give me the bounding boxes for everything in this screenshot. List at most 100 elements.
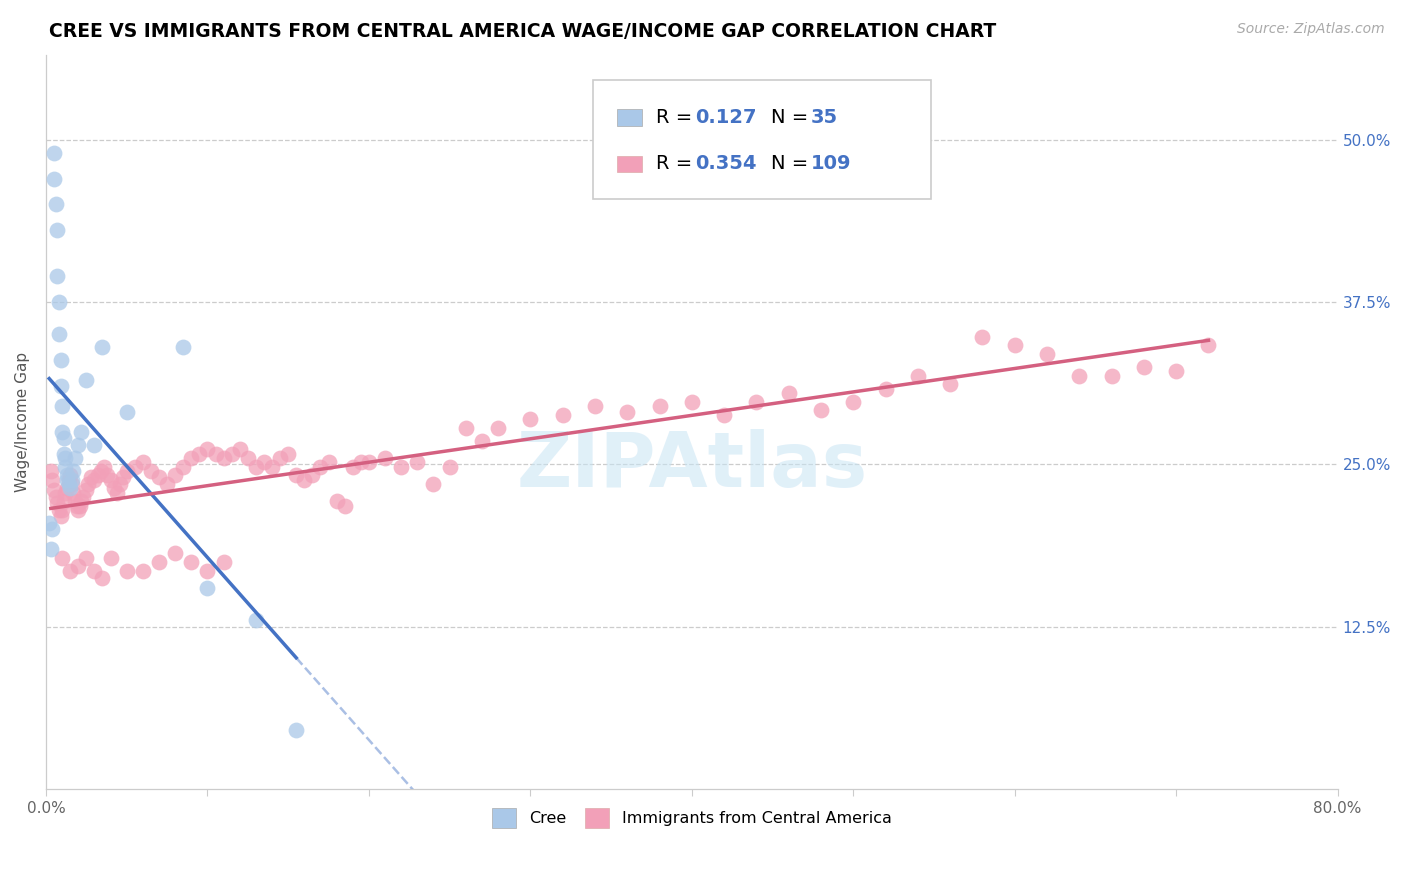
Text: Source: ZipAtlas.com: Source: ZipAtlas.com xyxy=(1237,22,1385,37)
Y-axis label: Wage/Income Gap: Wage/Income Gap xyxy=(15,352,30,492)
Text: 0.127: 0.127 xyxy=(696,108,756,127)
Point xyxy=(46,496,69,510)
Point xyxy=(52,447,75,461)
Point xyxy=(41,473,63,487)
Point xyxy=(45,197,67,211)
Point xyxy=(374,450,396,465)
Point xyxy=(745,395,768,409)
Point xyxy=(422,476,444,491)
Point xyxy=(103,481,125,495)
Text: 35: 35 xyxy=(810,108,838,127)
Point xyxy=(42,483,65,498)
Point xyxy=(253,455,276,469)
Point xyxy=(49,509,72,524)
Point xyxy=(1133,359,1156,374)
Point xyxy=(221,447,243,461)
Point xyxy=(471,434,494,448)
Point xyxy=(46,268,69,283)
Point xyxy=(63,493,86,508)
Point xyxy=(551,408,574,422)
Point xyxy=(42,171,65,186)
Point xyxy=(59,481,82,495)
Point xyxy=(285,723,308,738)
Point xyxy=(165,545,187,559)
Point xyxy=(42,145,65,160)
Point xyxy=(56,473,79,487)
Point xyxy=(325,493,347,508)
Point xyxy=(172,340,194,354)
Point xyxy=(91,340,114,354)
Point xyxy=(139,464,162,478)
Point xyxy=(228,442,250,456)
Point xyxy=(389,459,412,474)
Point xyxy=(49,353,72,368)
Point xyxy=(115,564,138,578)
Point xyxy=(80,470,103,484)
Point xyxy=(212,450,235,465)
Point xyxy=(62,485,84,500)
Point xyxy=(972,330,994,344)
Point xyxy=(112,470,135,484)
Point xyxy=(59,467,82,482)
Text: R =: R = xyxy=(655,154,699,173)
Point xyxy=(1069,368,1091,383)
Point xyxy=(486,421,509,435)
Point xyxy=(63,450,86,465)
Point xyxy=(51,425,73,439)
Point xyxy=(236,450,259,465)
Point xyxy=(292,473,315,487)
Point xyxy=(519,411,541,425)
Text: ZIPAtlas: ZIPAtlas xyxy=(516,429,868,503)
Point xyxy=(309,459,332,474)
Point xyxy=(260,459,283,474)
Point xyxy=(53,450,76,465)
Point xyxy=(51,502,73,516)
Point xyxy=(197,564,219,578)
Point xyxy=(1004,337,1026,351)
Point xyxy=(148,470,170,484)
Point xyxy=(1166,364,1188,378)
Point xyxy=(39,541,62,556)
Point xyxy=(75,550,97,565)
Text: 109: 109 xyxy=(810,154,851,173)
Point xyxy=(778,385,800,400)
Point xyxy=(939,376,962,391)
Point xyxy=(72,490,94,504)
Point xyxy=(357,455,380,469)
Point xyxy=(100,473,122,487)
Text: CREE VS IMMIGRANTS FROM CENTRAL AMERICA WAGE/INCOME GAP CORRELATION CHART: CREE VS IMMIGRANTS FROM CENTRAL AMERICA … xyxy=(49,22,997,41)
Point xyxy=(52,431,75,445)
Point xyxy=(454,421,477,435)
Point xyxy=(1101,368,1123,383)
Point xyxy=(197,442,219,456)
Point xyxy=(93,459,115,474)
Point xyxy=(342,459,364,474)
Point xyxy=(110,476,132,491)
Point xyxy=(91,572,114,586)
Point xyxy=(51,550,73,565)
Point xyxy=(58,473,80,487)
Point xyxy=(96,467,118,482)
Legend: Cree, Immigrants from Central America: Cree, Immigrants from Central America xyxy=(484,800,900,836)
Point xyxy=(77,476,100,491)
Point xyxy=(52,493,75,508)
Point xyxy=(188,447,211,461)
Point xyxy=(204,447,226,461)
Point xyxy=(62,464,84,478)
Point xyxy=(350,455,373,469)
Point xyxy=(277,447,299,461)
Point xyxy=(48,327,70,342)
Point xyxy=(842,395,865,409)
Point xyxy=(616,405,638,419)
Point xyxy=(60,476,83,491)
Point xyxy=(70,493,93,508)
Point xyxy=(318,455,340,469)
Point xyxy=(53,485,76,500)
Point xyxy=(180,450,202,465)
Point xyxy=(100,550,122,565)
Point xyxy=(165,467,187,482)
Point xyxy=(115,405,138,419)
Point xyxy=(90,464,112,478)
Point xyxy=(156,476,179,491)
Point xyxy=(713,408,735,422)
